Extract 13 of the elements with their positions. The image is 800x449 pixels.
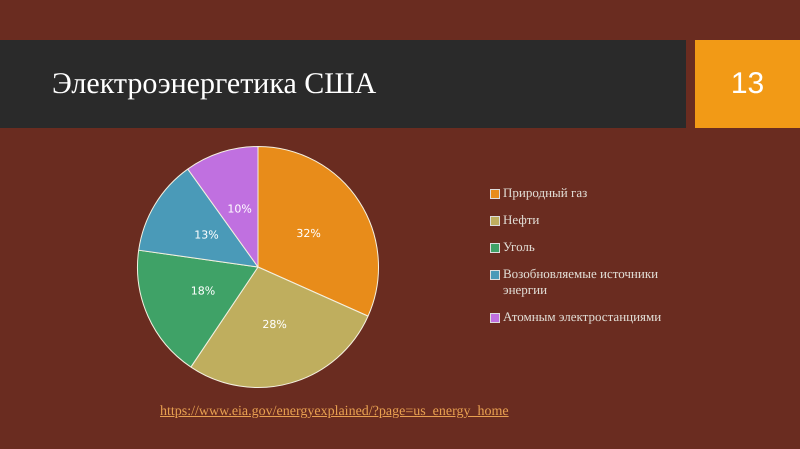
data-label: 28% — [262, 318, 287, 331]
chart-title: Электроэнергетика США — [0, 40, 686, 128]
data-label: 18% — [190, 284, 216, 298]
text: https://www.eia.gov/energyexplained/?page=us_energy_home — [160, 404, 510, 420]
legend-label: Атомным электростанциями — [503, 309, 662, 325]
data-label: 13% — [194, 228, 219, 242]
legend-label: Природный газ — [503, 185, 588, 201]
data-label: 32% — [296, 227, 321, 240]
legend-label: Нефти — [503, 212, 540, 228]
data-label: 10% — [227, 202, 252, 216]
text: 13 — [695, 40, 800, 128]
legend-label: Уголь — [503, 239, 535, 255]
legend-label: Возобновляемые источники энергии — [503, 266, 660, 298]
